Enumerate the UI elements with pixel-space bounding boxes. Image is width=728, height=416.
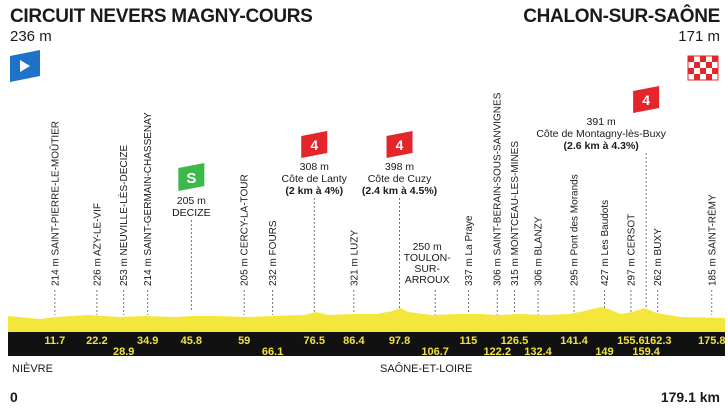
distance-start: 0 [10, 389, 18, 405]
waypoint-label: 253 m NEUVILLE-LÈS-DECIZE [117, 145, 130, 286]
km-marker: 28.9 [113, 346, 134, 358]
region-nievre: NIÈVRE [12, 363, 53, 375]
waypoint-label: 214 m SAINT-PIERRE-LE-MOÛTIER [48, 121, 61, 286]
svg-text:TOULON-: TOULON- [404, 252, 452, 264]
km-marker: 66.1 [262, 346, 283, 358]
climb-category-icon: 4 [642, 92, 650, 108]
svg-text:Côte de Cuzy: Côte de Cuzy [368, 173, 432, 185]
sprint-icon: S [186, 170, 196, 187]
climb-category-icon: 4 [310, 137, 318, 153]
km-marker: 45.8 [181, 335, 202, 347]
waypoint-label: 226 m AZY-LE-VIF [92, 203, 103, 286]
svg-text:DECIZE: DECIZE [172, 207, 211, 219]
waypoint-label: 214 m SAINT-GERMAIN-CHASSENAY [143, 112, 154, 286]
waypoint-label: 232 m FOURS [268, 220, 279, 286]
km-marker: 126.5 [501, 335, 529, 347]
km-marker: 106.7 [421, 346, 449, 358]
km-marker: 22.2 [86, 335, 107, 347]
km-marker: 34.9 [137, 335, 158, 347]
km-marker: 141.4 [560, 335, 588, 347]
waypoint-label: 337 m La Praye [464, 215, 475, 286]
waypoint-label: 297 m CERSOT [626, 214, 637, 286]
km-marker: 76.5 [304, 335, 325, 347]
waypoint-label: 205 m CERCY-LA-TOUR [240, 174, 251, 286]
km-marker: 97.8 [389, 335, 410, 347]
finish-town: CHALON-SUR-SAÔNE [523, 6, 720, 27]
region-saone-et-loire: SAÔNE-ET-LOIRE [380, 363, 473, 375]
svg-text:SUR-: SUR- [414, 263, 440, 275]
km-marker: 115 [460, 335, 478, 347]
waypoint-label: 262 m BUXY [653, 228, 664, 286]
svg-text:(2.4 km à 4.5%): (2.4 km à 4.5%) [362, 185, 437, 197]
checkered-flag-icon [687, 55, 719, 81]
svg-text:398 m: 398 m [385, 161, 414, 173]
km-bar [8, 332, 725, 356]
km-marker: 122.2 [483, 346, 511, 358]
svg-text:Côte de Montagny-lès-Buxy: Côte de Montagny-lès-Buxy [536, 128, 666, 140]
waypoint-label: 306 m BLANZY [534, 216, 545, 286]
svg-text:(2.6 km à 4.3%): (2.6 km à 4.3%) [563, 140, 638, 152]
km-marker: 159.4 [632, 346, 660, 358]
km-marker: 149 [595, 346, 613, 358]
km-marker: 155.6 [617, 335, 645, 347]
km-marker: 86.4 [343, 335, 365, 347]
climb-category-icon: 4 [396, 137, 404, 153]
km-marker: 132.4 [524, 346, 552, 358]
km-marker: 11.7 [44, 335, 65, 347]
distance-end: 179.1 km [660, 389, 720, 405]
km-marker: 59 [238, 335, 250, 347]
svg-text:ARROUX: ARROUX [405, 274, 450, 286]
waypoint-label: 295 m Pont des Morands [570, 174, 581, 286]
svg-text:Côte de Lanty: Côte de Lanty [282, 173, 348, 185]
km-marker: 162.3 [644, 335, 672, 347]
waypoint-label: 427 m Les Baudots [600, 200, 611, 286]
waypoint-label: 321 m LUZY [349, 230, 360, 286]
elevation-profile [8, 307, 725, 332]
km-marker: 175.8 [698, 335, 726, 347]
svg-text:250 m: 250 m [413, 241, 442, 253]
svg-text:308 m: 308 m [300, 161, 329, 173]
start-flag-icon [10, 50, 40, 82]
start-altitude: 236 m [10, 28, 52, 45]
waypoint-label: 315 m MONTCEAU-LES-MINES [510, 141, 521, 286]
svg-text:391 m: 391 m [587, 116, 616, 128]
waypoint-label: 185 m SAINT-RÉMY [705, 194, 718, 286]
waypoint-label: 306 m SAINT-BERAIN-SOUS-SANVIGNES [493, 92, 504, 286]
svg-text:205 m: 205 m [177, 195, 206, 207]
start-town: CIRCUIT NEVERS MAGNY-COURS [10, 6, 313, 27]
svg-text:(2 km à 4%): (2 km à 4%) [285, 185, 343, 197]
finish-altitude: 171 m [678, 28, 720, 45]
